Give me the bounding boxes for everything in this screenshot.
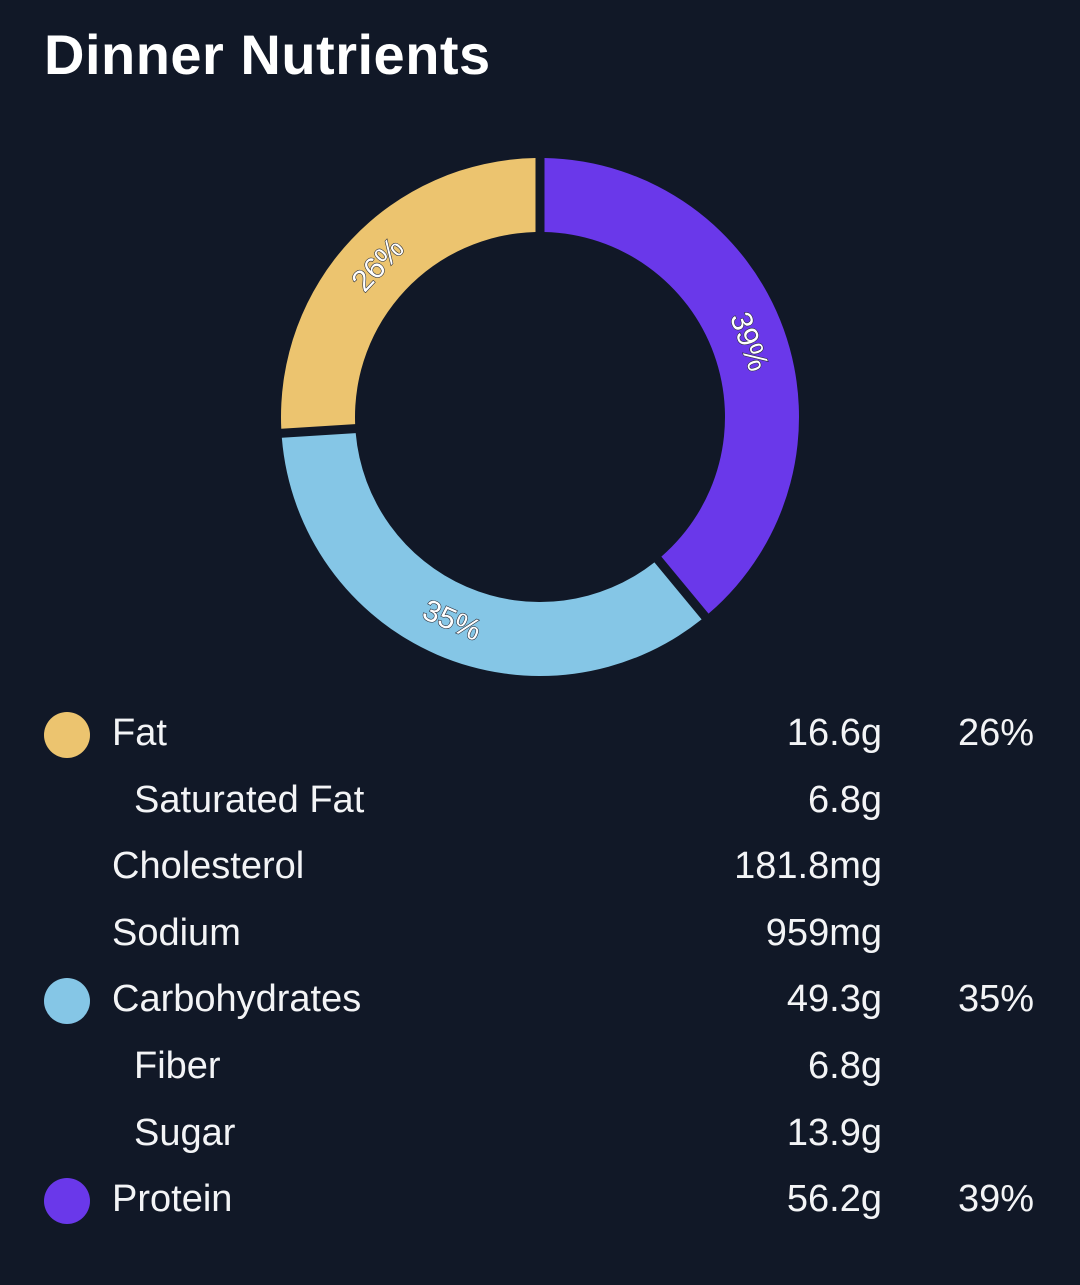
- nutrient-amount: 6.8g: [808, 1044, 882, 1087]
- legend-row-saturated-fat: Saturated Fat 6.8g: [0, 767, 1080, 834]
- legend-row-fat: Fat 16.6g 26%: [0, 700, 1080, 767]
- legend-row-sugar: Sugar 13.9g: [0, 1100, 1080, 1167]
- legend-row-cholesterol: Cholesterol 181.8mg: [0, 833, 1080, 900]
- slice-carbohydrates: [281, 433, 702, 676]
- nutrient-amount: 16.6g: [786, 712, 882, 754]
- nutrient-name: Sugar: [134, 1111, 236, 1154]
- nutrient-amount: 13.9g: [786, 1111, 882, 1154]
- legend-row-carbohydrates: Carbohydrates 49.3g 35%: [0, 966, 1080, 1033]
- nutrient-name: Protein: [112, 1178, 233, 1221]
- nutrient-name: Carbohydrates: [112, 978, 362, 1021]
- nutrient-name: Sodium: [112, 911, 241, 954]
- nutrient-percent: 26%: [957, 712, 1034, 754]
- nutrient-name: Fat: [112, 712, 167, 754]
- legend-row-fiber: Fiber 6.8g: [0, 1033, 1080, 1100]
- slice-protein: [544, 158, 799, 614]
- slice-fat: [280, 158, 536, 429]
- nutrient-amount: 959mg: [765, 911, 882, 954]
- legend-row-protein: Protein 56.2g 39%: [0, 1166, 1080, 1233]
- nutrient-name: Saturated Fat: [134, 778, 365, 821]
- nutrient-amount: 56.2g: [786, 1178, 882, 1221]
- nutrient-legend: Fat 16.6g 26% Saturated Fat 6.8g Cholest…: [0, 700, 1080, 1233]
- donut-chart: 39% 35% 26%: [280, 158, 799, 676]
- nutrient-percent: 39%: [957, 1178, 1034, 1221]
- nutrient-amount: 181.8mg: [734, 845, 882, 888]
- page-title: Dinner Nutrients: [44, 23, 491, 86]
- fat-color-dot: [44, 712, 90, 758]
- nutrient-amount: 6.8g: [808, 778, 882, 821]
- nutrient-amount: 49.3g: [786, 978, 882, 1021]
- legend-row-sodium: Sodium 959mg: [0, 900, 1080, 967]
- nutrient-percent: 35%: [957, 978, 1034, 1021]
- carbohydrates-color-dot: [44, 978, 90, 1025]
- nutrient-name: Cholesterol: [112, 845, 305, 888]
- protein-color-dot: [44, 1178, 90, 1225]
- donut-chart-svg: 39%35%26%: [280, 158, 799, 676]
- nutrient-name: Fiber: [134, 1044, 221, 1087]
